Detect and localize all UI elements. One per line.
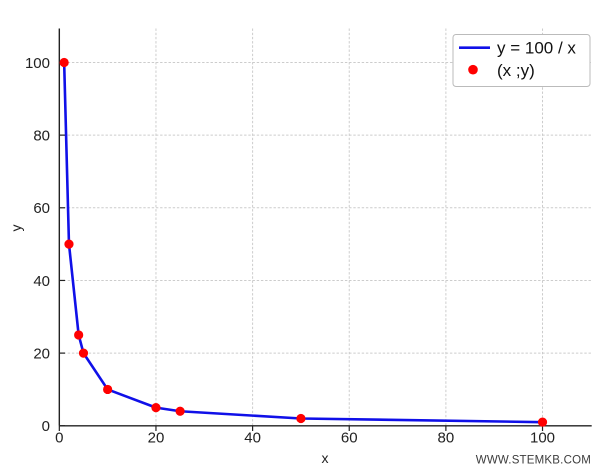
svg-text:(x ;y): (x ;y) [497, 61, 535, 80]
svg-text:20: 20 [148, 430, 165, 447]
svg-text:60: 60 [33, 200, 50, 217]
svg-text:x: x [322, 450, 329, 466]
svg-text:WWW.STEMKB.COM: WWW.STEMKB.COM [476, 455, 591, 467]
svg-text:40: 40 [244, 430, 261, 447]
svg-text:80: 80 [438, 430, 455, 447]
svg-text:100: 100 [530, 430, 555, 447]
svg-text:60: 60 [341, 430, 358, 447]
svg-text:0: 0 [55, 430, 63, 447]
svg-text:100: 100 [25, 55, 50, 72]
svg-text:40: 40 [33, 273, 50, 290]
svg-text:0: 0 [42, 418, 50, 435]
svg-text:y: y [8, 225, 24, 232]
svg-text:80: 80 [33, 128, 50, 145]
svg-text:y = 100 / x: y = 100 / x [497, 39, 576, 58]
svg-text:20: 20 [33, 346, 50, 363]
